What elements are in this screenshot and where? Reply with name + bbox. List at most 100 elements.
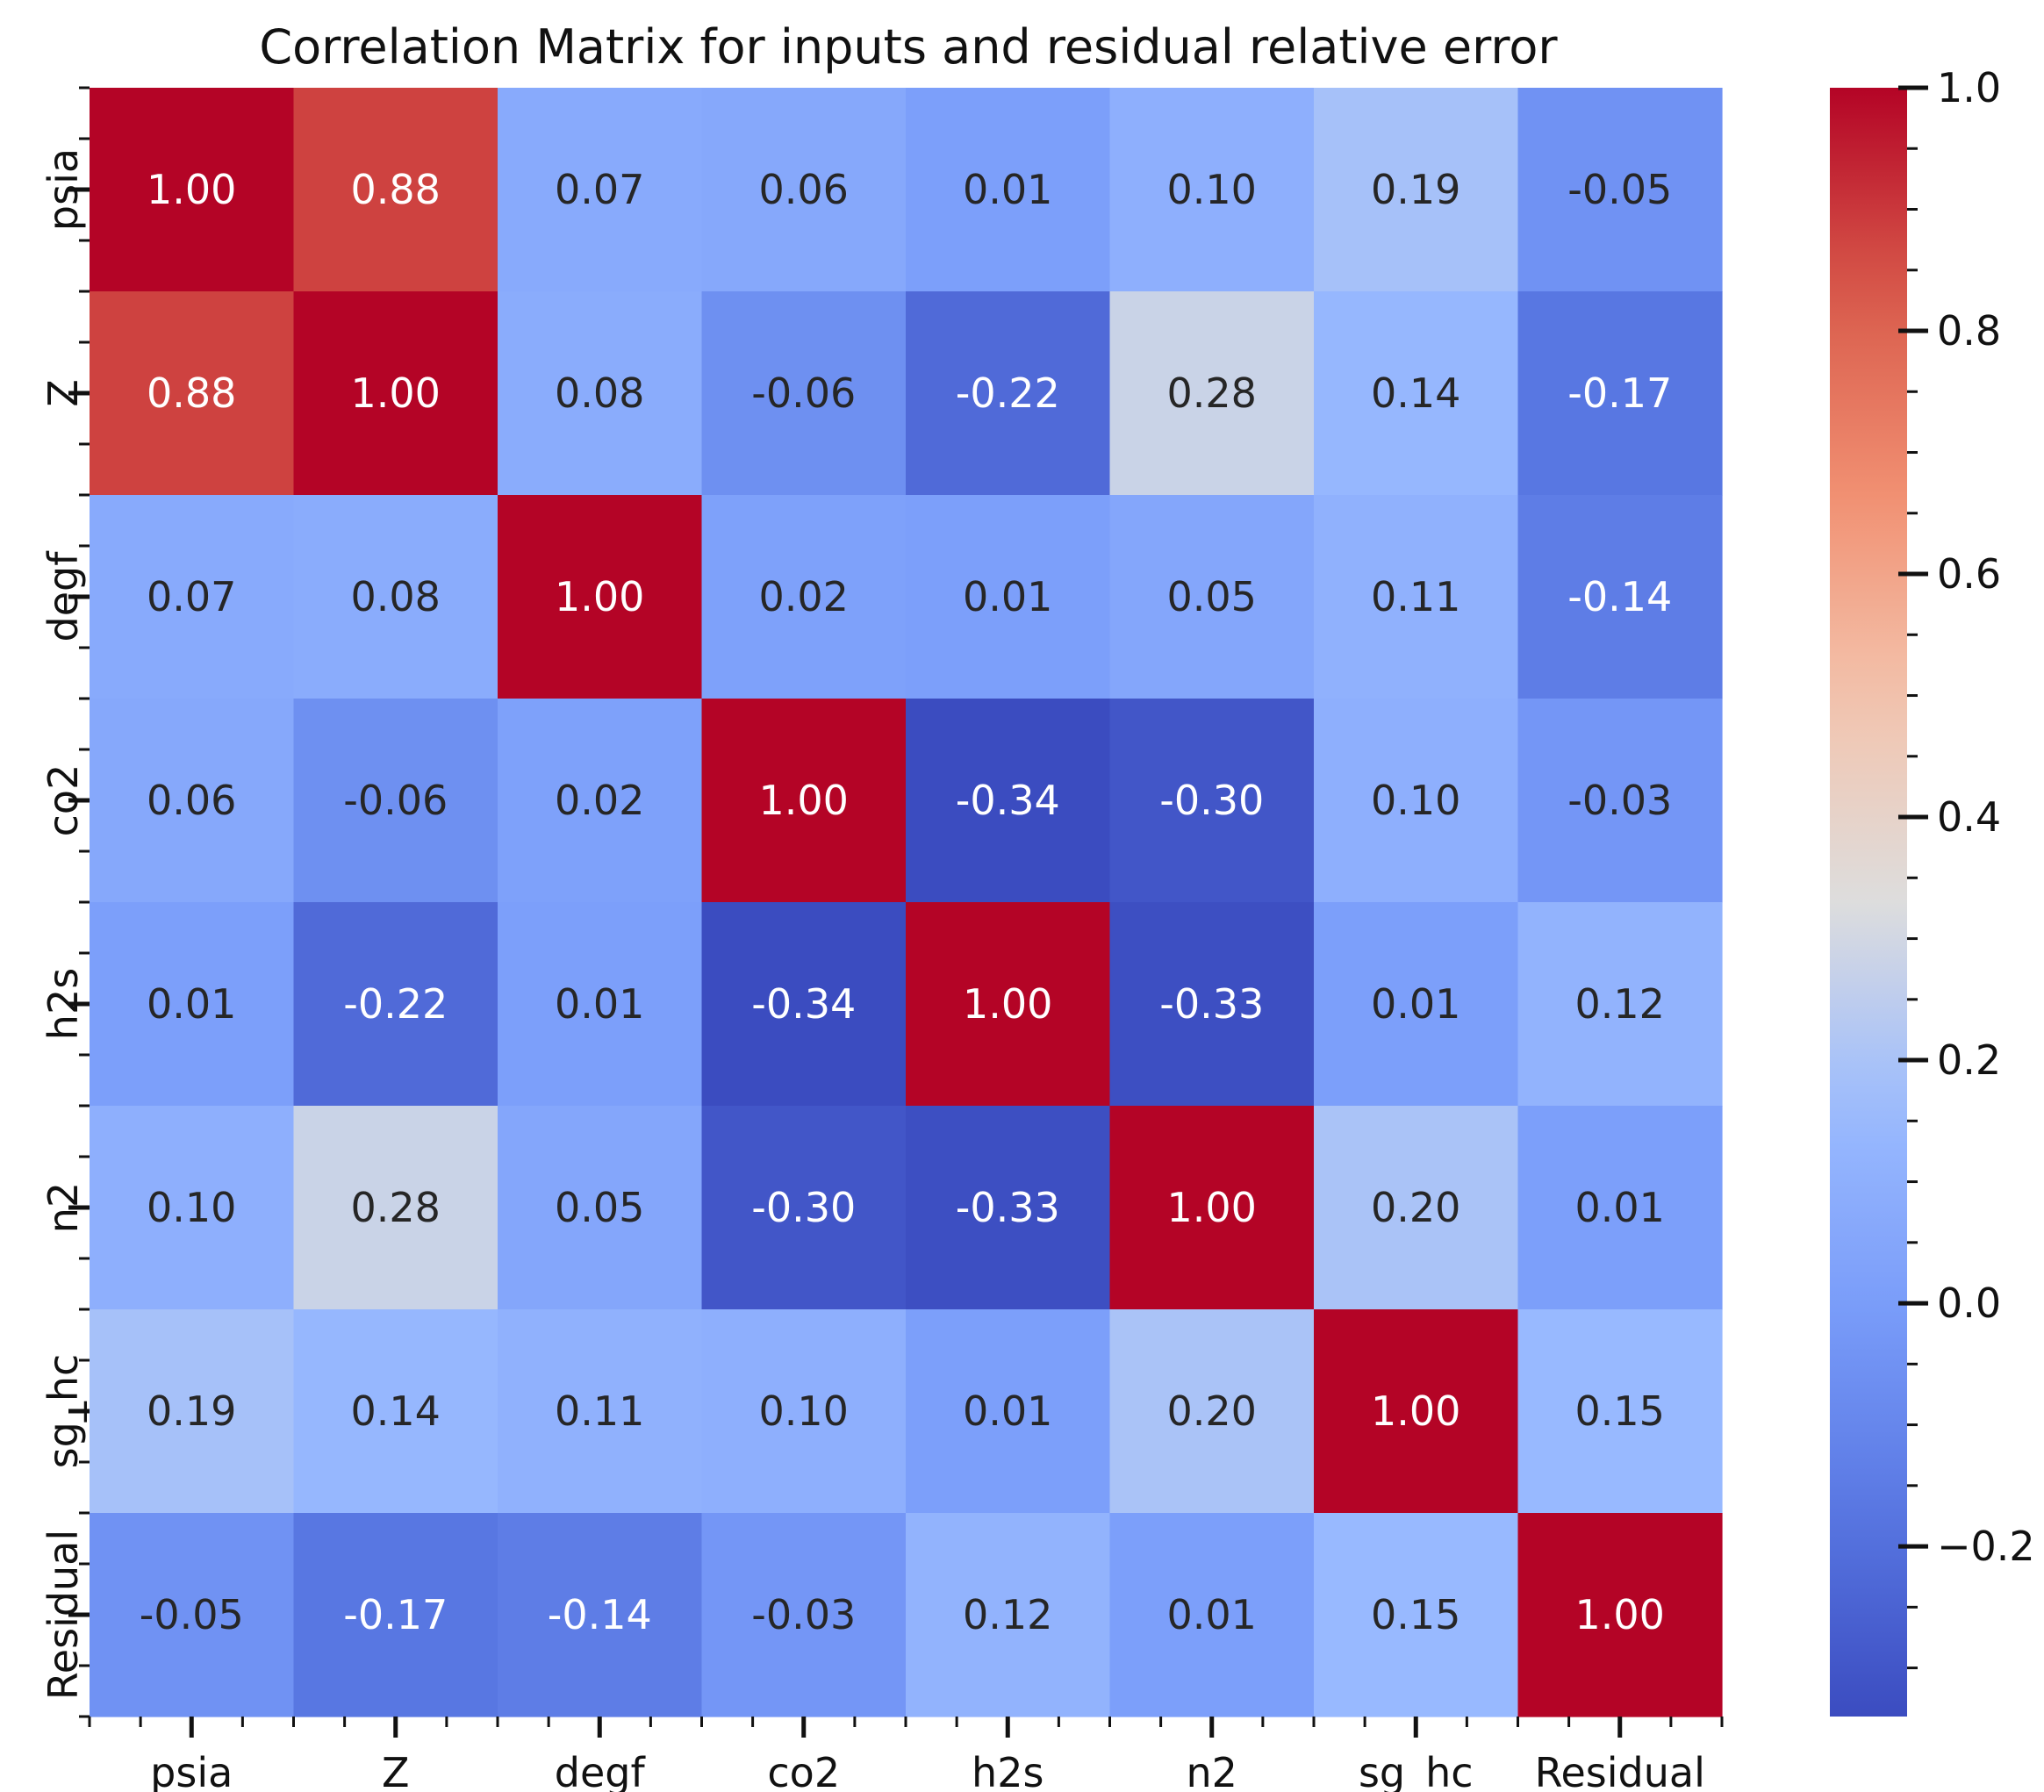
- cell-value-label: -0.33: [1159, 980, 1264, 1028]
- heatmap-cell: [906, 902, 1111, 1107]
- cell-value-label: -0.14: [1567, 573, 1672, 620]
- cell-value-label: 0.01: [1575, 1184, 1665, 1231]
- heatmap-cell: [293, 88, 498, 292]
- cell-value-label: -0.30: [751, 1184, 856, 1231]
- cell-value-label: 0.88: [147, 369, 236, 417]
- heatmap-cell: [498, 291, 703, 496]
- cell-value-label: -0.06: [751, 369, 856, 417]
- y-tick-label: n2: [39, 1182, 87, 1233]
- cell-value-label: 0.14: [351, 1387, 441, 1435]
- cell-value-label: -0.03: [1567, 777, 1672, 824]
- x-tick-label: h2s: [972, 1749, 1044, 1792]
- y-tick-label: h2s: [39, 968, 87, 1040]
- cell-value-label: -0.17: [343, 1591, 448, 1638]
- cell-value-label: 1.00: [147, 166, 236, 213]
- cell-value-label: 1.00: [351, 369, 441, 417]
- cell-value-label: 0.07: [147, 573, 236, 620]
- heatmap-cell: [701, 291, 907, 496]
- cell-value-label: 0.15: [1575, 1387, 1665, 1435]
- cell-value-label: 0.05: [1167, 573, 1257, 620]
- x-tick-label: degf: [555, 1749, 647, 1792]
- heatmap-cell: [90, 495, 295, 699]
- heatmap-cell: [1517, 1309, 1723, 1514]
- heatmap-cell: [1314, 291, 1519, 496]
- heatmap-cell: [293, 495, 498, 699]
- heatmap-cell: [1517, 291, 1723, 496]
- colorbar: −0.2 0.0 0.2 0.4 0.6 0.8 1.0: [1830, 64, 2035, 1717]
- heatmap-cell: [90, 1309, 295, 1514]
- cell-value-label: 1.00: [1167, 1184, 1257, 1231]
- y-tick-label: sg_hc: [39, 1354, 87, 1469]
- cell-value-label: 1.00: [1371, 1387, 1460, 1435]
- heatmap-cell: [1517, 1513, 1723, 1717]
- heatmap-cell: [90, 88, 295, 292]
- cell-value-label: 0.12: [963, 1591, 1052, 1638]
- cell-value-label: 0.20: [1167, 1387, 1257, 1435]
- heatmap-cell: [293, 291, 498, 496]
- heatmap-cell: [701, 88, 907, 292]
- heatmap-cell: [1314, 88, 1519, 292]
- heatmap-cell: [1109, 699, 1315, 903]
- heatmap-cell: [1517, 699, 1723, 903]
- cell-value-label: 0.15: [1371, 1591, 1460, 1638]
- cell-value-label: 0.06: [147, 777, 236, 824]
- heatmap-cell: [701, 1106, 907, 1310]
- heatmap-cell: [1517, 902, 1723, 1107]
- heatmap-cell: [701, 1309, 907, 1514]
- heatmap-cell: [1109, 495, 1315, 699]
- heatmap-cell: [293, 1513, 498, 1717]
- heatmap-cell: [1314, 699, 1519, 903]
- heatmap-cell: [293, 1106, 498, 1310]
- heatmap-cell: [1109, 1513, 1315, 1717]
- cell-value-label: 0.01: [963, 166, 1052, 213]
- heatmap-cell: [1109, 902, 1315, 1107]
- colorbar-tick-label: 0.8: [1937, 307, 2001, 355]
- cell-value-label: 1.00: [759, 777, 849, 824]
- y-tick-label: Residual: [39, 1530, 87, 1700]
- heatmap-cell: [498, 902, 703, 1107]
- heatmap-cell: [1314, 495, 1519, 699]
- cell-value-label: 0.14: [1371, 369, 1460, 417]
- heatmap-cell: [1314, 1309, 1519, 1514]
- colorbar-tick-label: 1.0: [1937, 64, 2001, 111]
- colorbar-tick-label: 0.6: [1937, 550, 2001, 598]
- cell-value-label: -0.05: [140, 1591, 244, 1638]
- x-tick-label: co2: [767, 1749, 840, 1792]
- cell-value-label: 0.88: [351, 166, 441, 213]
- x-tick-label: sg_hc: [1359, 1749, 1474, 1792]
- cell-value-label: 0.28: [1167, 369, 1257, 417]
- heatmap-cell: [1517, 1106, 1723, 1310]
- chart-title: Correlation Matrix for inputs and residu…: [259, 19, 1558, 75]
- cell-value-label: -0.17: [1567, 369, 1672, 417]
- heatmap-cell: [498, 1513, 703, 1717]
- heatmap-cell: [1314, 1513, 1519, 1717]
- y-tick-label: degf: [39, 550, 87, 642]
- heatmap-cell: [906, 1309, 1111, 1514]
- y-tick-label: psia: [39, 148, 87, 231]
- x-tick-label: n2: [1187, 1749, 1237, 1792]
- cell-value-label: -0.06: [343, 777, 448, 824]
- cell-value-label: -0.14: [548, 1591, 652, 1638]
- cell-value-label: -0.30: [1159, 777, 1264, 824]
- colorbar-tick-label: 0.2: [1937, 1036, 2001, 1084]
- heatmap-cell: [498, 1309, 703, 1514]
- heatmap-cell: [906, 495, 1111, 699]
- cell-value-label: 0.01: [963, 573, 1052, 620]
- cell-value-label: 1.00: [1575, 1591, 1665, 1638]
- heatmap-cell: [906, 1513, 1111, 1717]
- heatmap-cell: [1109, 291, 1315, 496]
- cell-value-label: 0.12: [1575, 980, 1665, 1028]
- colorbar-tick-label: 0.0: [1937, 1279, 2001, 1327]
- heatmap-cell: [701, 495, 907, 699]
- cell-value-label: 0.11: [555, 1387, 644, 1435]
- cell-value-label: 0.19: [147, 1387, 236, 1435]
- cell-value-label: 1.00: [963, 980, 1052, 1028]
- heatmap-cell: [906, 1106, 1111, 1310]
- cell-value-label: 0.01: [963, 1387, 1052, 1435]
- heatmap-cell: [906, 88, 1111, 292]
- heatmap-cell: [701, 1513, 907, 1717]
- cell-value-label: 0.19: [1371, 166, 1460, 213]
- cell-value-label: 0.20: [1371, 1184, 1460, 1231]
